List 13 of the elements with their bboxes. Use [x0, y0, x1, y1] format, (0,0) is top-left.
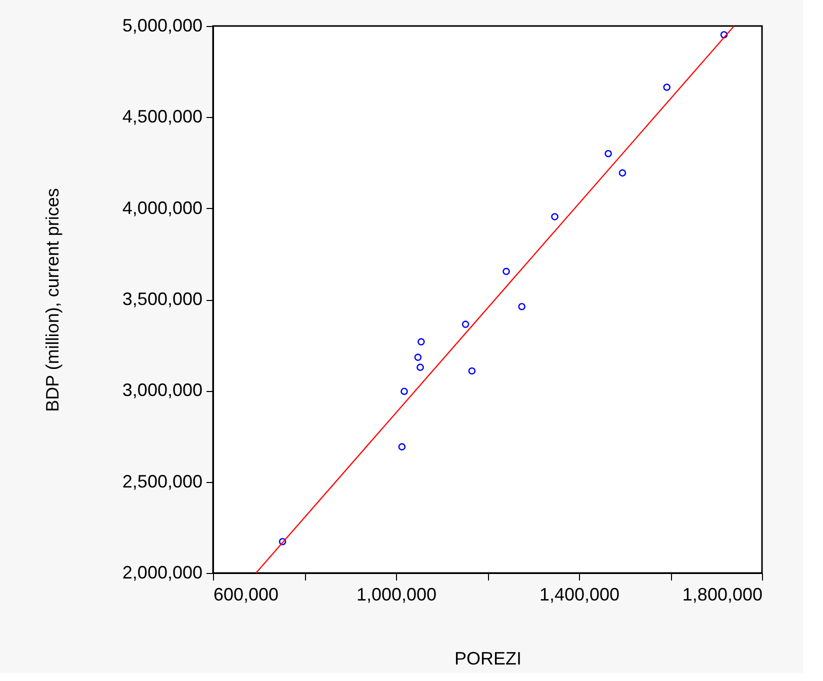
x-axis-title: POREZI: [454, 648, 522, 668]
x-tick-label: 1,400,000: [539, 584, 620, 604]
y-tick-label: 2,500,000: [122, 471, 202, 492]
y-axis-title: BDP (million), current prices: [42, 188, 62, 412]
x-tick-label: 600,000: [214, 584, 279, 604]
y-tick-label: 5,000,000: [122, 16, 202, 36]
y-tick-label: 3,000,000: [122, 380, 202, 400]
y-tick-label: 4,000,000: [122, 198, 202, 218]
x-tick-label: 1,800,000: [682, 584, 762, 604]
y-tick-label: 3,500,000: [122, 289, 202, 309]
x-tick-label: 1,000,000: [356, 584, 437, 604]
y-tick-label: 4,500,000: [122, 106, 202, 127]
y-tick-label: 2,000,000: [122, 562, 202, 582]
